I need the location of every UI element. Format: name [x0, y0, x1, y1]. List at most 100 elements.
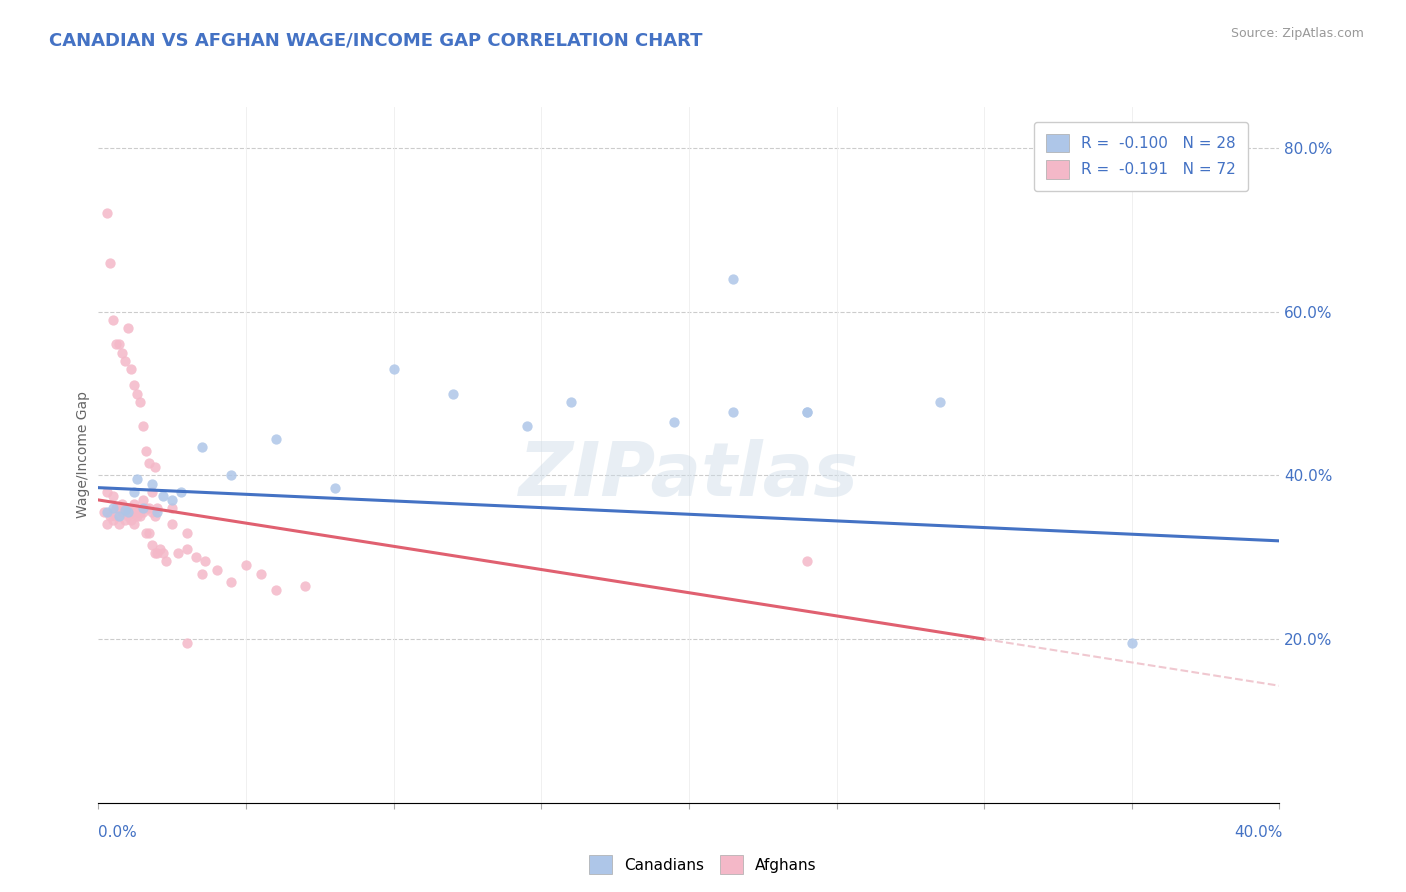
Point — [155, 554, 177, 568]
Point — [167, 546, 190, 560]
Point — [117, 505, 139, 519]
Point — [122, 517, 145, 532]
Point — [135, 525, 157, 540]
Point — [138, 456, 160, 470]
Point — [146, 505, 169, 519]
Point — [108, 501, 131, 516]
Point — [323, 481, 346, 495]
Point — [152, 489, 174, 503]
Point — [191, 440, 214, 454]
Text: ZIPatlas: ZIPatlas — [519, 439, 859, 512]
Point — [117, 321, 139, 335]
Point — [98, 509, 121, 524]
Point — [122, 484, 145, 499]
Text: 40.0%: 40.0% — [1234, 825, 1282, 839]
Point — [162, 517, 183, 532]
Point — [111, 497, 134, 511]
Point — [146, 501, 169, 516]
Point — [125, 386, 148, 401]
Point — [723, 272, 745, 286]
Point — [141, 484, 163, 499]
Point — [105, 501, 128, 516]
Point — [146, 546, 169, 560]
Point — [132, 492, 155, 507]
Point — [132, 505, 155, 519]
Point — [122, 378, 145, 392]
Point — [141, 505, 163, 519]
Point — [184, 550, 207, 565]
Point — [382, 362, 405, 376]
Text: 0.0%: 0.0% — [98, 825, 138, 839]
Point — [162, 501, 183, 516]
Point — [105, 509, 128, 524]
Point — [141, 538, 163, 552]
Point — [103, 489, 125, 503]
Point — [120, 513, 142, 527]
Point — [162, 492, 183, 507]
Point — [128, 394, 150, 409]
Point — [135, 443, 157, 458]
Y-axis label: Wage/Income Gap: Wage/Income Gap — [76, 392, 90, 518]
Point — [103, 313, 125, 327]
Legend: R =  -0.100   N = 28, R =  -0.191   N = 72: R = -0.100 N = 28, R = -0.191 N = 72 — [1033, 121, 1249, 191]
Point — [93, 505, 115, 519]
Point — [117, 501, 139, 516]
Point — [105, 337, 128, 351]
Point — [441, 386, 464, 401]
Point — [205, 562, 228, 576]
Point — [122, 497, 145, 511]
Point — [108, 509, 131, 524]
Point — [103, 513, 125, 527]
Point — [117, 509, 139, 524]
Point — [796, 404, 818, 418]
Point — [264, 432, 287, 446]
Point — [152, 546, 174, 560]
Text: Source: ZipAtlas.com: Source: ZipAtlas.com — [1230, 27, 1364, 40]
Point — [515, 419, 537, 434]
Point — [132, 501, 155, 516]
Point — [170, 484, 193, 499]
Point — [796, 404, 818, 418]
Point — [114, 353, 136, 368]
Point — [219, 574, 242, 589]
Point — [128, 509, 150, 524]
Point — [143, 546, 166, 560]
Point — [796, 554, 818, 568]
Point — [141, 476, 163, 491]
Legend: Canadians, Afghans: Canadians, Afghans — [583, 849, 823, 880]
Point — [128, 505, 150, 519]
Point — [143, 509, 166, 524]
Point — [560, 394, 582, 409]
Point — [125, 473, 148, 487]
Text: CANADIAN VS AFGHAN WAGE/INCOME GAP CORRELATION CHART: CANADIAN VS AFGHAN WAGE/INCOME GAP CORRE… — [49, 31, 703, 49]
Point — [250, 566, 273, 581]
Point — [98, 255, 121, 269]
Point — [176, 636, 198, 650]
Point — [143, 460, 166, 475]
Point — [176, 525, 198, 540]
Point — [1121, 636, 1143, 650]
Point — [108, 517, 131, 532]
Point — [723, 404, 745, 418]
Point — [138, 501, 160, 516]
Point — [120, 362, 142, 376]
Point — [928, 394, 950, 409]
Point — [264, 582, 287, 597]
Point — [664, 415, 686, 429]
Point — [125, 505, 148, 519]
Point — [120, 505, 142, 519]
Point — [96, 505, 118, 519]
Point — [191, 566, 214, 581]
Point — [96, 206, 118, 220]
Point — [114, 502, 136, 516]
Point — [149, 542, 172, 557]
Point — [176, 542, 198, 557]
Point — [114, 513, 136, 527]
Point — [132, 419, 155, 434]
Point — [114, 501, 136, 516]
Point — [125, 509, 148, 524]
Point — [111, 505, 134, 519]
Point — [96, 484, 118, 499]
Point — [235, 558, 257, 573]
Point — [111, 345, 134, 359]
